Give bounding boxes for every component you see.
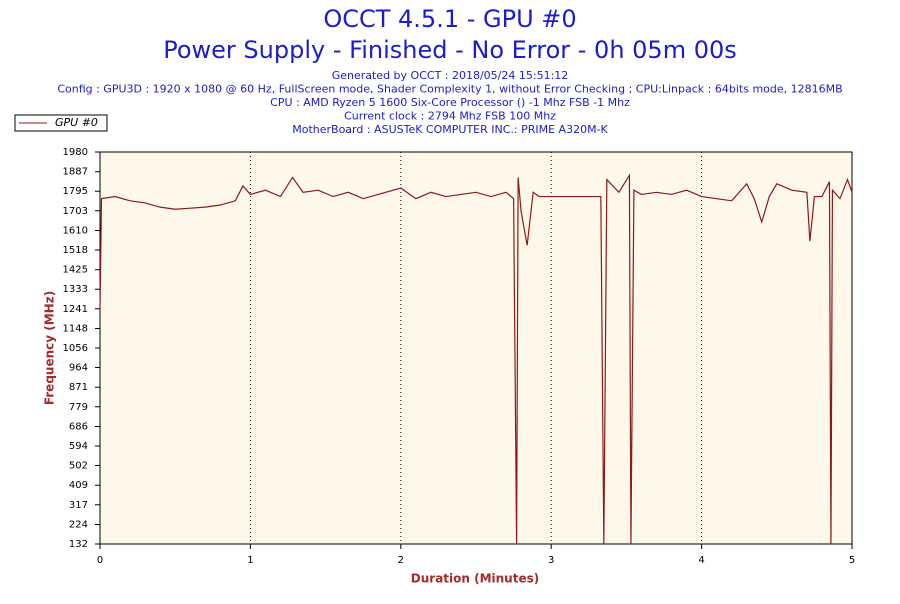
y-tick-label: 1610 bbox=[63, 225, 88, 236]
y-tick-label: 871 bbox=[69, 382, 88, 393]
plot-area bbox=[100, 152, 852, 544]
y-tick-label: 409 bbox=[69, 480, 88, 491]
y-tick-label: 964 bbox=[69, 363, 88, 374]
legend-box bbox=[14, 114, 108, 132]
chart-subtitle: Power Supply - Finished - No Error - 0h … bbox=[163, 36, 737, 64]
data-line bbox=[99, 173, 853, 545]
chart-title: OCCT 4.5.1 - GPU #0 bbox=[323, 5, 576, 33]
info-line: Current clock : 2794 Mhz FSB 100 Mhz bbox=[344, 110, 556, 123]
y-tick-label: 1795 bbox=[63, 186, 88, 197]
y-tick-label: 502 bbox=[69, 461, 88, 472]
y-tick-label: 594 bbox=[69, 441, 88, 452]
x-tick-label: 0 bbox=[97, 555, 103, 566]
y-tick-label: 779 bbox=[69, 402, 88, 413]
info-line: MotherBoard : ASUSTeK COMPUTER INC.: PRI… bbox=[292, 123, 608, 136]
y-tick-label: 1148 bbox=[63, 323, 88, 334]
x-tick-label: 3 bbox=[548, 555, 554, 566]
y-tick-label: 317 bbox=[69, 500, 88, 511]
info-line: CPU : AMD Ryzen 5 1600 Six-Core Processo… bbox=[270, 96, 630, 109]
x-tick-label: 1 bbox=[247, 555, 253, 566]
y-tick-label: 132 bbox=[69, 539, 88, 550]
x-axis-label: Duration (Minutes) bbox=[411, 572, 539, 586]
y-tick-label: 1333 bbox=[63, 284, 88, 295]
plot-border bbox=[99, 151, 853, 545]
y-tick-label: 1425 bbox=[63, 265, 88, 276]
y-tick-label: 1056 bbox=[63, 343, 88, 354]
y-tick-label: 1241 bbox=[63, 304, 88, 315]
y-tick-label: 1518 bbox=[63, 245, 88, 256]
y-axis-label: Frequency (MHz) bbox=[43, 291, 57, 405]
x-tick-label: 4 bbox=[698, 555, 704, 566]
x-tick-label: 2 bbox=[398, 555, 404, 566]
info-line: Generated by OCCT : 2018/05/24 15:51:12 bbox=[332, 69, 569, 82]
legend-label: GPU #0 bbox=[55, 116, 98, 129]
y-tick-label: 686 bbox=[69, 421, 88, 432]
y-tick-label: 1703 bbox=[63, 206, 88, 217]
y-tick-label: 1887 bbox=[63, 167, 88, 178]
y-tick-label: 1980 bbox=[63, 147, 88, 158]
y-tick-label: 224 bbox=[69, 519, 88, 530]
info-line: Config : GPU3D : 1920 x 1080 @ 60 Hz, Fu… bbox=[57, 83, 842, 96]
x-tick-label: 5 bbox=[849, 555, 855, 566]
